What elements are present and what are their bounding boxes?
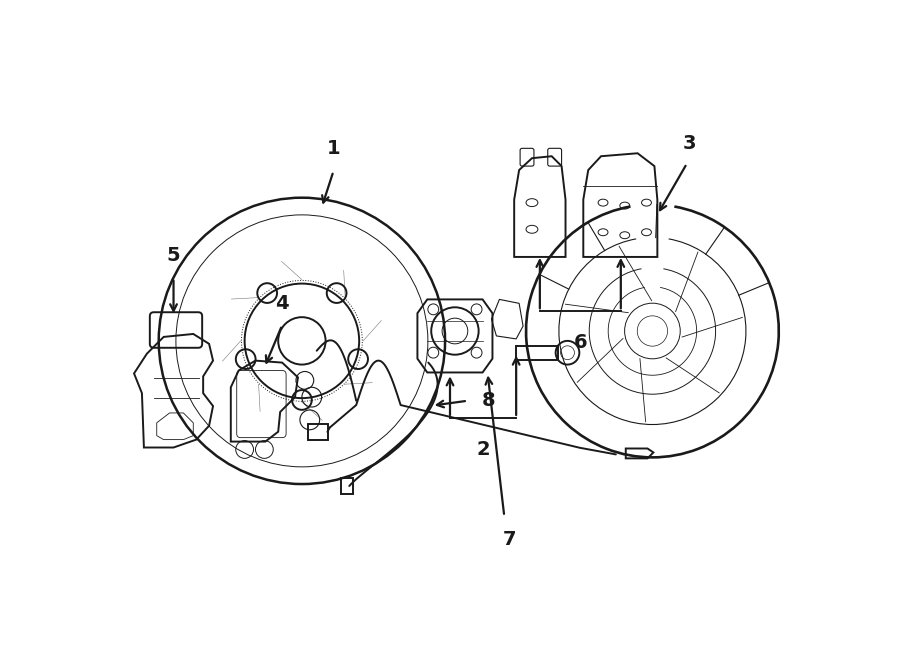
Text: 4: 4 — [275, 294, 289, 313]
Text: 7: 7 — [502, 530, 516, 549]
Text: 5: 5 — [166, 246, 180, 265]
Text: 2: 2 — [476, 440, 490, 459]
Text: 8: 8 — [482, 391, 495, 410]
Text: 3: 3 — [683, 134, 697, 153]
Text: 1: 1 — [327, 139, 340, 158]
Text: 6: 6 — [573, 333, 587, 352]
